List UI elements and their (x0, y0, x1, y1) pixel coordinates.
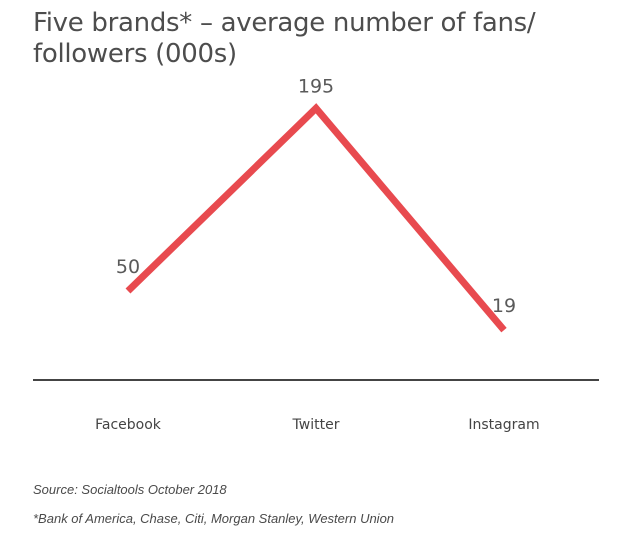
chart-title: Five brands* – average number of fans/ f… (33, 8, 536, 69)
data-label-facebook: 50 (116, 256, 140, 278)
series-line (125, 103, 507, 333)
line-chart: 50 195 19 Facebook Twitter Instagram (33, 75, 599, 433)
x-tick-label-twitter: Twitter (292, 417, 340, 433)
data-label-twitter: 195 (298, 75, 334, 97)
source-note: Source: Socialtools October 2018 (33, 482, 227, 497)
footnote: *Bank of America, Chase, Citi, Morgan St… (33, 511, 395, 526)
x-tick-label-instagram: Instagram (468, 417, 539, 433)
data-label-instagram: 19 (492, 295, 516, 317)
x-tick-label-facebook: Facebook (95, 417, 162, 433)
